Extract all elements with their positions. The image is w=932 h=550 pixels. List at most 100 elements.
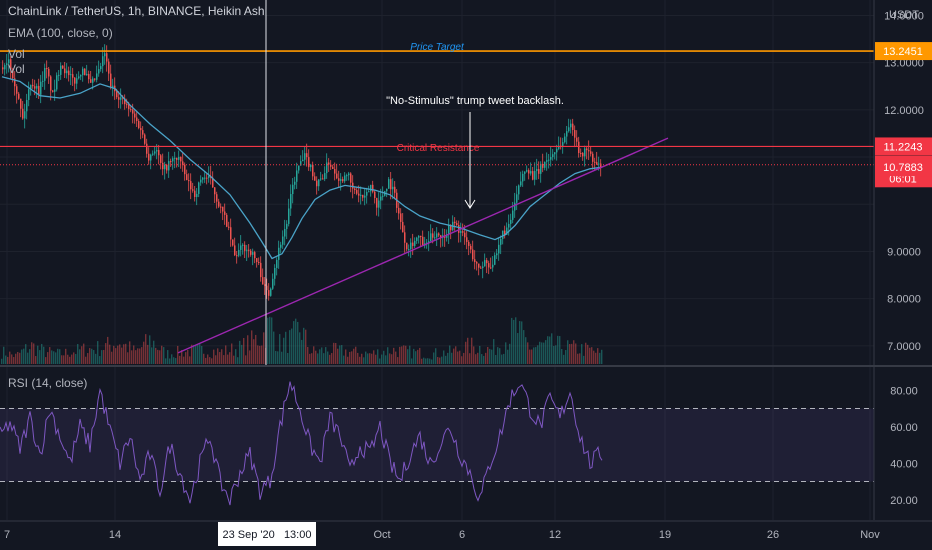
volume-bar — [291, 328, 293, 364]
candle-body — [266, 285, 268, 291]
time-tick-label: 26 — [767, 529, 779, 541]
candle-body — [548, 159, 550, 161]
price-target-annotation[interactable]: Price Target — [410, 42, 465, 53]
volume-bar — [373, 350, 375, 364]
candle-body — [174, 157, 176, 159]
candle-body — [8, 59, 10, 64]
candle-body — [532, 171, 534, 180]
volume-bar — [515, 317, 517, 364]
critical-resistance-annotation[interactable]: Critical Resistance — [397, 143, 480, 154]
volume-bar — [561, 349, 563, 364]
volume-bar — [529, 349, 531, 364]
candle-body — [488, 263, 490, 268]
candle-body — [182, 161, 184, 165]
candle-body — [112, 85, 114, 88]
rsi-legend[interactable]: RSI (14, close) — [8, 376, 88, 390]
volume-bar — [113, 345, 115, 364]
candle-body — [186, 174, 188, 181]
volume-bar — [257, 345, 259, 364]
candle-body — [72, 74, 74, 78]
volume-bar — [435, 348, 437, 364]
symbol-title[interactable]: ChainLink / TetherUS, 1h, BINANCE, Heiki… — [8, 4, 268, 18]
volume-bar — [321, 347, 323, 364]
candle-body — [228, 226, 230, 228]
candle-body — [34, 86, 36, 89]
candle-body — [584, 148, 586, 157]
volume-bar — [179, 355, 181, 364]
support-trendline[interactable] — [177, 137, 669, 354]
candle-body — [24, 111, 26, 119]
volume-bar — [25, 344, 27, 364]
volume-bar — [547, 336, 549, 364]
candle-body — [438, 233, 440, 236]
candle-body — [206, 177, 208, 179]
candle-body — [260, 262, 262, 278]
volume-bar — [487, 346, 489, 364]
candle-body — [212, 177, 214, 188]
volume-bar — [11, 354, 13, 364]
volume-bar — [457, 351, 459, 364]
volume-bar — [71, 354, 73, 364]
candle-body — [246, 249, 248, 251]
candle-body — [544, 161, 546, 168]
volume-bar — [421, 358, 423, 364]
rsi-axis[interactable]: 80.00 60.00 40.00 20.00 — [890, 385, 918, 507]
volume-bar — [593, 350, 595, 364]
candle-body — [150, 154, 152, 161]
time-tick-label: 14 — [109, 529, 121, 541]
candle-body — [280, 244, 282, 248]
volume-bar — [327, 351, 329, 364]
volume-bar — [463, 352, 465, 364]
volume-bar — [491, 349, 493, 364]
candle-body — [130, 109, 132, 111]
candle-body — [498, 244, 500, 254]
volume-bar — [557, 335, 559, 364]
volume-legend-1[interactable]: Vol — [8, 47, 25, 61]
candle-body — [268, 290, 270, 296]
candle-body — [64, 68, 66, 74]
candle-body — [386, 188, 388, 192]
volume-bar — [31, 342, 33, 364]
rsi-line — [0, 381, 603, 506]
candle-body — [26, 99, 28, 112]
candle-body — [284, 228, 286, 237]
price-badge-bg — [875, 158, 932, 177]
price-axis[interactable]: 14.0000 13.0000 12.0000 9.0000 8.0000 7.0000 — [884, 10, 924, 352]
volume-bar — [429, 358, 431, 364]
volume-bar — [101, 350, 103, 364]
candle-body — [244, 244, 246, 251]
candle-body — [554, 152, 556, 155]
candle-body — [592, 153, 594, 162]
volume-bar — [213, 349, 215, 364]
volume-bar — [133, 345, 135, 364]
volume-bar — [135, 350, 137, 364]
volume-bar — [39, 350, 41, 364]
volume-bar — [185, 352, 187, 364]
candle-body — [370, 184, 372, 192]
rsi-band — [0, 408, 874, 482]
volume-legend-2[interactable]: Vol — [8, 62, 25, 76]
volume-bar — [347, 356, 349, 364]
volume-bar — [115, 348, 117, 364]
volume-bar — [481, 354, 483, 364]
volume-bar — [407, 349, 409, 364]
volume-bar — [599, 352, 601, 364]
volume-bar — [379, 358, 381, 364]
ema-legend[interactable]: EMA (100, close, 0) — [8, 26, 113, 40]
time-axis[interactable]: 7 14 Oct 6 12 19 26 Nov — [4, 529, 880, 541]
candle-body — [512, 210, 514, 220]
candle-body — [406, 242, 408, 250]
volume-bar — [439, 357, 441, 364]
candle-body — [144, 134, 146, 144]
candle-body — [470, 245, 472, 250]
candle-body — [528, 170, 530, 174]
volume-bar — [211, 358, 213, 364]
candle-body — [546, 160, 548, 162]
candle-body — [404, 232, 406, 243]
volume-bar — [235, 349, 237, 364]
volume-bar — [221, 349, 223, 364]
volume-bar — [143, 341, 145, 364]
volume-bar — [41, 343, 43, 364]
tweet-annotation[interactable]: "No-Stimulus" trump tweet backlash. — [386, 95, 564, 107]
